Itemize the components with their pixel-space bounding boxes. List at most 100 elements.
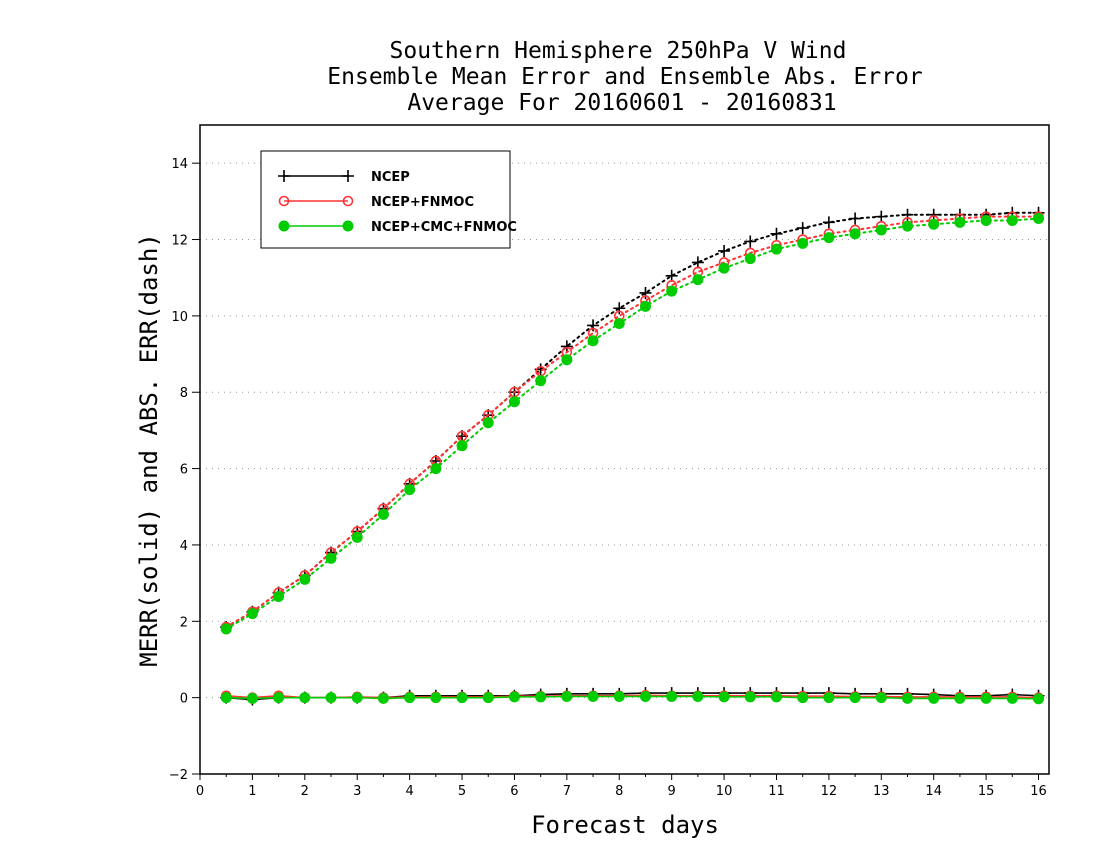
abs-err-point-ncep xyxy=(560,340,573,353)
y-tick-label: −2 xyxy=(169,768,188,783)
abs-err-point-ncep-cmc-fnmoc xyxy=(902,220,913,232)
x-tick-label: 12 xyxy=(821,784,838,799)
abs-err-point-ncep-fnmoc xyxy=(456,430,468,442)
abs-err-point-ncep-cmc-fnmoc xyxy=(273,590,285,602)
x-tick-label: 1 xyxy=(248,784,256,799)
abs-err-point-ncep-cmc-fnmoc xyxy=(666,285,678,297)
y-axis-label: MERR(solid) and ABS. ERR(dash) xyxy=(135,233,163,666)
x-axis-label: Forecast days xyxy=(531,811,719,839)
y-tick-label: 4 xyxy=(180,539,188,554)
abs-err-point-ncep-cmc-fnmoc xyxy=(954,216,966,228)
abs-err-point-ncep xyxy=(849,212,862,225)
series-ncep xyxy=(220,206,1045,706)
x-tick-label: 3 xyxy=(353,784,361,799)
mean-err-point-ncep-cmc-fnmoc xyxy=(561,691,573,703)
y-tick-label: 0 xyxy=(180,692,188,707)
x-tick-label: 16 xyxy=(1030,784,1047,799)
series-layer xyxy=(220,206,1045,706)
abs-err-point-ncep-fnmoc xyxy=(535,365,546,377)
abs-err-point-ncep-cmc-fnmoc xyxy=(325,552,337,564)
abs-err-point-ncep-cmc-fnmoc xyxy=(770,243,782,255)
mean-err-point-ncep-cmc-fnmoc xyxy=(770,691,782,703)
abs-err-point-ncep xyxy=(822,216,835,229)
abs-err-point-ncep xyxy=(770,227,783,240)
abs-err-point-ncep-cmc-fnmoc xyxy=(639,300,651,312)
legend-box xyxy=(260,150,511,249)
mean-err-point-ncep-cmc-fnmoc xyxy=(299,692,311,704)
abs-err-point-ncep xyxy=(691,256,704,269)
abs-err-point-ncep-cmc-fnmoc xyxy=(928,218,940,230)
abs-err-point-ncep-cmc-fnmoc xyxy=(849,228,861,240)
legend-label-ncep: NCEP xyxy=(371,170,410,185)
mean-err-point-ncep-cmc-fnmoc xyxy=(718,691,730,703)
abs-err-point-ncep-cmc-fnmoc xyxy=(692,274,704,286)
abs-err-line-ncep xyxy=(225,211,1040,629)
legend: NCEP NCEP+FNMOC NCEP+CMC+FNMOC xyxy=(260,150,517,249)
x-tick-label: 2 xyxy=(301,784,309,799)
abs-err-point-ncep-cmc-fnmoc xyxy=(456,440,468,452)
abs-err-point-ncep xyxy=(718,244,731,257)
x-tick-label: 7 xyxy=(563,784,571,799)
abs-err-point-ncep-cmc-fnmoc xyxy=(508,396,520,408)
legend-marker-ncep xyxy=(342,170,354,182)
mean-err-point-ncep-cmc-fnmoc xyxy=(1033,693,1045,705)
abs-err-point-ncep-cmc-fnmoc xyxy=(377,508,389,520)
title-line-1: Southern Hemisphere 250hPa V Wind xyxy=(390,38,847,64)
abs-err-point-ncep xyxy=(875,210,888,223)
x-tick-label: 11 xyxy=(768,784,785,799)
abs-err-point-ncep-cmc-fnmoc xyxy=(246,608,258,620)
legend-item-ncep-fnmoc: NCEP+FNMOC xyxy=(278,195,474,210)
mean-err-point-ncep-cmc-fnmoc xyxy=(404,692,416,704)
abs-err-line-ncep-cmc-fnmoc xyxy=(225,217,1040,630)
mean-err-point-ncep-cmc-fnmoc xyxy=(220,692,232,704)
x-tick-label: 5 xyxy=(458,784,466,799)
legend-marker-ncep xyxy=(278,170,290,182)
mean-err-point-ncep-cmc-fnmoc xyxy=(613,691,625,703)
y-tick-label: 6 xyxy=(180,463,188,478)
y-tick-label: 10 xyxy=(171,310,188,325)
x-tick-label: 15 xyxy=(978,784,995,799)
abs-err-point-ncep-cmc-fnmoc xyxy=(1006,214,1018,226)
legend-label-ncep-cmc-fnmoc: NCEP+CMC+FNMOC xyxy=(371,220,517,235)
abs-err-point-ncep xyxy=(901,208,914,221)
abs-err-point-ncep xyxy=(587,319,600,332)
x-tick-label: 13 xyxy=(873,784,890,799)
mean-err-point-ncep-cmc-fnmoc xyxy=(692,691,704,703)
legend-marker-ncep-fnmoc xyxy=(278,195,290,207)
abs-err-point-ncep xyxy=(639,286,652,299)
legend-item-ncep: NCEP xyxy=(278,170,410,185)
legend-item-ncep-cmc-fnmoc: NCEP+CMC+FNMOC xyxy=(278,220,517,235)
legend-marker-ncep-fnmoc xyxy=(342,195,354,207)
y-tick-label: 2 xyxy=(180,615,188,630)
y-axis: −2 0 2 4 6 8 10 12 14 xyxy=(169,157,200,783)
legend-marker-ncep-cmc-fnmoc xyxy=(278,220,290,232)
abs-err-point-ncep-cmc-fnmoc xyxy=(823,232,835,244)
chart-title: Southern Hemisphere 250hPa V Wind Ensemb… xyxy=(327,38,922,116)
x-tick-label: 4 xyxy=(405,784,413,799)
mean-err-point-ncep-cmc-fnmoc xyxy=(535,691,547,703)
abs-err-line-ncep-fnmoc xyxy=(225,215,1040,629)
mean-err-point-ncep-cmc-fnmoc xyxy=(377,692,389,704)
abs-err-point-ncep-cmc-fnmoc xyxy=(404,484,416,496)
x-tick-label: 14 xyxy=(925,784,942,799)
y-tick-label: 12 xyxy=(171,234,188,249)
mean-err-point-ncep-cmc-fnmoc xyxy=(456,692,468,704)
abs-err-point-ncep xyxy=(744,235,757,248)
mean-err-point-ncep-cmc-fnmoc xyxy=(325,692,337,704)
mean-err-point-ncep-cmc-fnmoc xyxy=(928,692,940,704)
mean-err-point-ncep-cmc-fnmoc xyxy=(587,691,599,703)
y-tick-label: 14 xyxy=(171,157,188,172)
gridlines xyxy=(200,162,1049,775)
x-axis: 0 1 2 3 4 5 6 7 8 9 10 11 12 13 14 15 16 xyxy=(196,774,1047,799)
abs-err-point-ncep xyxy=(927,208,940,221)
abs-err-point-ncep-cmc-fnmoc xyxy=(351,531,363,543)
abs-err-point-ncep xyxy=(613,302,626,315)
abs-err-point-ncep-cmc-fnmoc xyxy=(1033,213,1045,225)
plot-frame xyxy=(199,124,1050,775)
mean-err-point-ncep-cmc-fnmoc xyxy=(980,692,992,704)
mean-err-point-ncep-cmc-fnmoc xyxy=(875,692,887,704)
x-tick-label: 10 xyxy=(716,784,733,799)
mean-err-point-ncep-cmc-fnmoc xyxy=(744,691,756,703)
abs-err-point-ncep-cmc-fnmoc xyxy=(482,417,494,429)
series-ncep-cmc-fnmoc xyxy=(220,213,1045,705)
